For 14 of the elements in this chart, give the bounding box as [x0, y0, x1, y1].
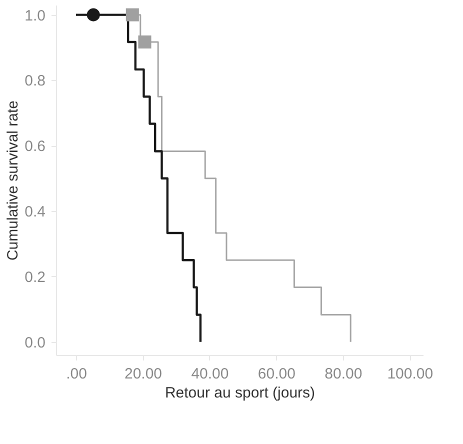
y-tick-label: 0.8 — [24, 72, 46, 90]
y-tick-label: 0.2 — [24, 268, 46, 286]
y-axis-title: Cumulative survival rate — [4, 100, 22, 261]
x-tick-label: .00 — [66, 366, 87, 382]
y-tick-label: 0.6 — [24, 138, 46, 156]
x-tick-label: 60.00 — [258, 366, 296, 382]
x-axis-title: Retour au sport (jours) — [164, 384, 316, 402]
y-tick-label: 0.0 — [24, 334, 46, 352]
x-tick-label: 100.00 — [387, 366, 434, 382]
y-tick-label: 1.0 — [24, 7, 46, 24]
y-tick-label: 0.4 — [24, 204, 46, 221]
x-tick-label: 40.00 — [191, 366, 229, 382]
x-tick-label: 80.00 — [324, 366, 362, 382]
x-tick-label: 20.00 — [124, 366, 162, 382]
